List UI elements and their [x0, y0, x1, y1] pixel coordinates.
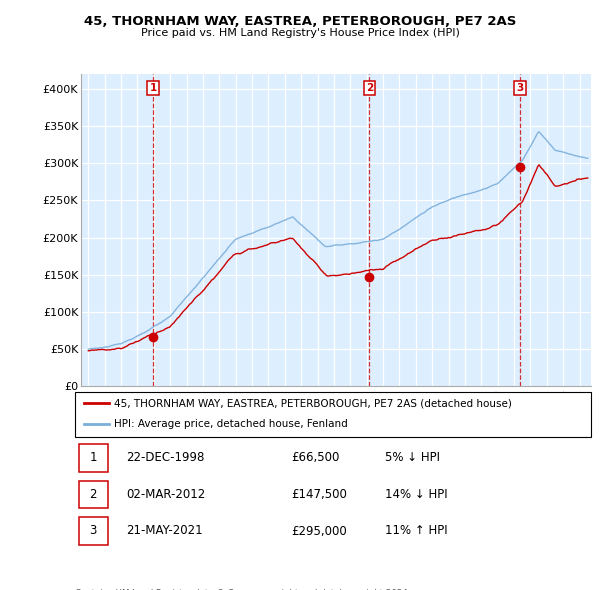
- Text: Contains HM Land Registry data © Crown copyright and database right 2024.
This d: Contains HM Land Registry data © Crown c…: [75, 589, 410, 590]
- FancyBboxPatch shape: [79, 517, 107, 545]
- Text: 14% ↓ HPI: 14% ↓ HPI: [385, 488, 447, 501]
- Text: 3: 3: [517, 83, 524, 93]
- Text: 45, THORNHAM WAY, EASTREA, PETERBOROUGH, PE7 2AS: 45, THORNHAM WAY, EASTREA, PETERBOROUGH,…: [84, 15, 516, 28]
- Text: 1: 1: [89, 451, 97, 464]
- Text: 2: 2: [89, 488, 97, 501]
- Text: 1: 1: [149, 83, 157, 93]
- Text: 45, THORNHAM WAY, EASTREA, PETERBOROUGH, PE7 2AS (detached house): 45, THORNHAM WAY, EASTREA, PETERBOROUGH,…: [114, 398, 512, 408]
- Text: Price paid vs. HM Land Registry's House Price Index (HPI): Price paid vs. HM Land Registry's House …: [140, 28, 460, 38]
- Text: 3: 3: [89, 525, 97, 537]
- Text: 11% ↑ HPI: 11% ↑ HPI: [385, 525, 447, 537]
- Text: HPI: Average price, detached house, Fenland: HPI: Average price, detached house, Fenl…: [114, 419, 347, 429]
- FancyBboxPatch shape: [79, 444, 107, 472]
- FancyBboxPatch shape: [79, 480, 107, 509]
- Text: 5% ↓ HPI: 5% ↓ HPI: [385, 451, 440, 464]
- Text: £66,500: £66,500: [292, 451, 340, 464]
- Text: £295,000: £295,000: [292, 525, 347, 537]
- Text: £147,500: £147,500: [292, 488, 347, 501]
- Text: 21-MAY-2021: 21-MAY-2021: [127, 525, 203, 537]
- Text: 2: 2: [366, 83, 373, 93]
- Text: 02-MAR-2012: 02-MAR-2012: [127, 488, 206, 501]
- Text: 22-DEC-1998: 22-DEC-1998: [127, 451, 205, 464]
